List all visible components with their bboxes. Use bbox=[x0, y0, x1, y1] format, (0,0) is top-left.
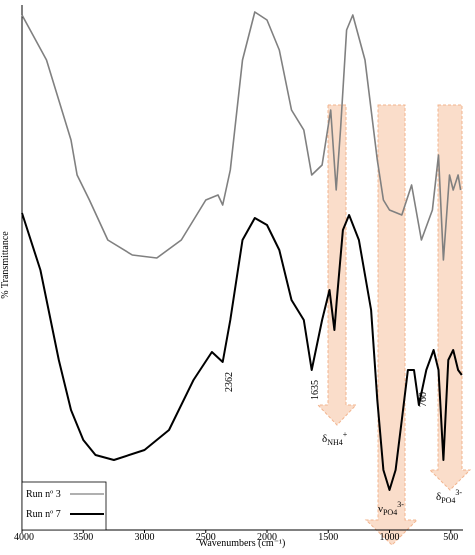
x-axis-title: Wavenumbers (cm⁻¹) bbox=[199, 538, 286, 549]
x-tick-label: 2000 bbox=[257, 532, 277, 543]
x-tick-label: 1000 bbox=[380, 532, 400, 543]
band-label: νPO43- bbox=[378, 500, 404, 517]
arrow bbox=[428, 104, 472, 491]
x-tick-label: 1500 bbox=[318, 532, 338, 543]
x-tick-label: 3500 bbox=[73, 532, 93, 543]
series-line bbox=[21, 11, 462, 261]
series-line bbox=[21, 212, 463, 491]
peak-label: 1635 bbox=[310, 380, 321, 400]
legend-label: Run nº 3 bbox=[26, 489, 61, 500]
x-tick-label: 4000 bbox=[14, 532, 34, 543]
y-axis-title: % Transmittance bbox=[0, 231, 11, 299]
legend-box bbox=[21, 481, 107, 531]
arrow bbox=[316, 104, 358, 426]
peak-label: 2362 bbox=[224, 372, 235, 392]
x-tick-label: 500 bbox=[443, 532, 458, 543]
band-arrows bbox=[316, 104, 472, 546]
x-tick-label: 2500 bbox=[196, 532, 216, 543]
legend-label: Run nº 7 bbox=[26, 509, 61, 520]
band-label: δPO43- bbox=[436, 488, 462, 505]
peak-label: 760 bbox=[418, 392, 429, 407]
arrow bbox=[364, 104, 419, 546]
band-label: δNH4+ bbox=[322, 430, 348, 447]
x-tick-label: 3000 bbox=[135, 532, 155, 543]
